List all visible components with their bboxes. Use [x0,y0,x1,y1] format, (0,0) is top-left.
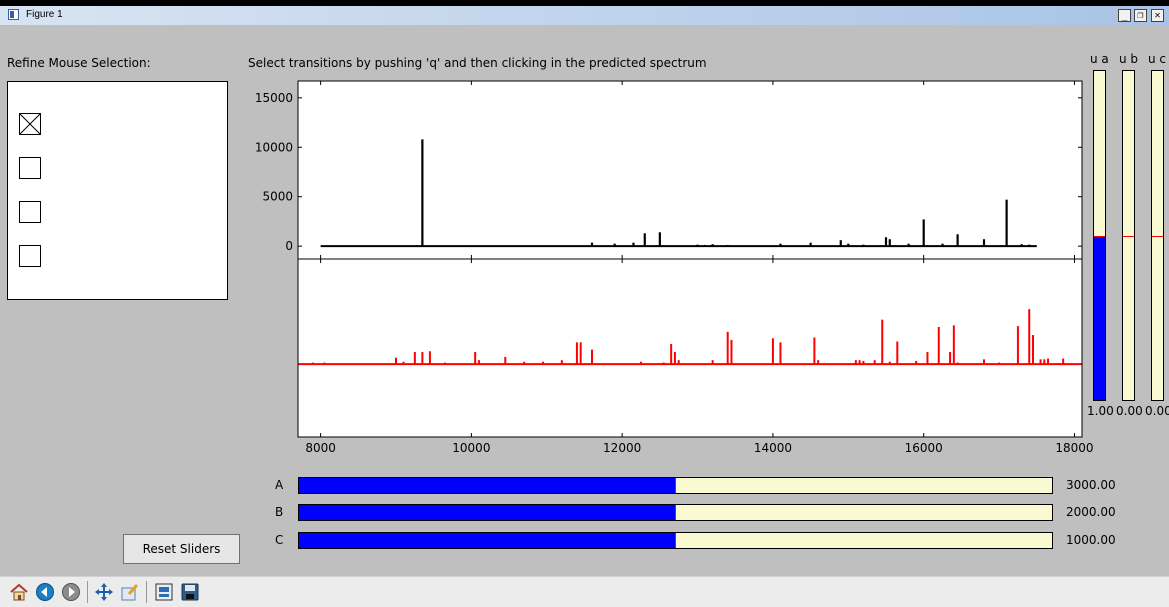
slider-c[interactable] [298,532,1053,549]
window-titlebar[interactable]: Figure 1 _ ❐ ✕ [0,6,1169,25]
slider-b-label: B [275,505,284,519]
subplots-icon [155,583,173,601]
x-tick-label: 12000 [603,441,641,455]
forward-icon [62,583,80,601]
save-icon [181,583,199,601]
forward-button[interactable] [60,581,82,603]
vslider-marker [1123,235,1134,237]
x-tick-label: 16000 [905,441,943,455]
vslider-label: u c [1148,52,1167,66]
window-title: Figure 1 [26,9,63,20]
vertical-slider[interactable] [1093,70,1106,401]
slider-b-value: 2000.00 [1066,505,1116,519]
slider-b[interactable] [298,504,1053,521]
y-tick-label: 10000 [255,140,293,154]
checkbox-check-mark [19,113,41,135]
refine-checkbox-2[interactable] [19,157,41,179]
y-tick-label: 0 [285,239,293,253]
x-tick-label: 18000 [1055,441,1093,455]
refine-selection-label: Refine Mouse Selection: [7,56,151,70]
vslider-value: 0.00 [1116,404,1143,418]
close-button[interactable]: ✕ [1151,9,1164,22]
x-tick-label: 10000 [452,441,490,455]
slider-fill [299,505,676,520]
slider-c-label: C [275,533,284,547]
vslider-fill [1094,235,1105,400]
x-tick-label: 14000 [754,441,792,455]
vertical-slider[interactable] [1151,70,1164,401]
vslider-value: 1.00 [1087,404,1114,418]
vslider-label: u b [1119,52,1139,66]
y-tick-label: 5000 [262,190,293,204]
navigation-toolbar [0,576,1169,607]
back-button[interactable] [34,581,56,603]
slider-a[interactable] [298,477,1053,494]
vslider-label: u a [1090,52,1109,66]
slider-c-value: 1000.00 [1066,533,1116,547]
slider-fill [299,478,676,493]
vslider-value: 0.00 [1145,404,1169,418]
restore-button[interactable]: ❐ [1134,9,1147,22]
predicted-axes-frame [297,258,1083,438]
zoom-icon [121,584,139,601]
minimize-button[interactable]: _ [1118,9,1131,22]
y-tick-label: 15000 [255,91,293,105]
home-icon [10,583,28,601]
refine-checkbox-3[interactable] [19,201,41,223]
instruction-text: Select transitions by pushing 'q' and th… [248,56,707,70]
observed-axes-frame [297,80,1083,260]
slider-fill [299,533,676,548]
home-button[interactable] [8,581,30,603]
save-button[interactable] [179,581,201,603]
window-app-icon [8,9,19,20]
subplots-button[interactable] [153,581,175,603]
toolbar-separator [87,581,88,603]
back-icon [36,583,54,601]
x-tick-label: 8000 [305,441,336,455]
refine-checkbox-4[interactable] [19,245,41,267]
toolbar-separator [146,581,147,603]
spectrum-plots[interactable]: 15000 10000 5000 0 8000 10000 12000 14000 16000 1… [0,0,1169,470]
vslider-marker [1152,235,1163,237]
vslider-marker [1094,235,1105,237]
pan-icon [95,583,113,601]
pan-button[interactable] [93,581,115,603]
slider-a-value: 3000.00 [1066,478,1116,492]
slider-a-label: A [275,478,284,492]
refine-checkbox-1[interactable] [19,113,41,135]
reset-sliders-button[interactable]: Reset Sliders [123,534,240,564]
refine-checkbox-panel [7,81,228,300]
screen-top-edge [0,0,1169,6]
vertical-slider[interactable] [1122,70,1135,401]
zoom-button[interactable] [119,581,141,603]
